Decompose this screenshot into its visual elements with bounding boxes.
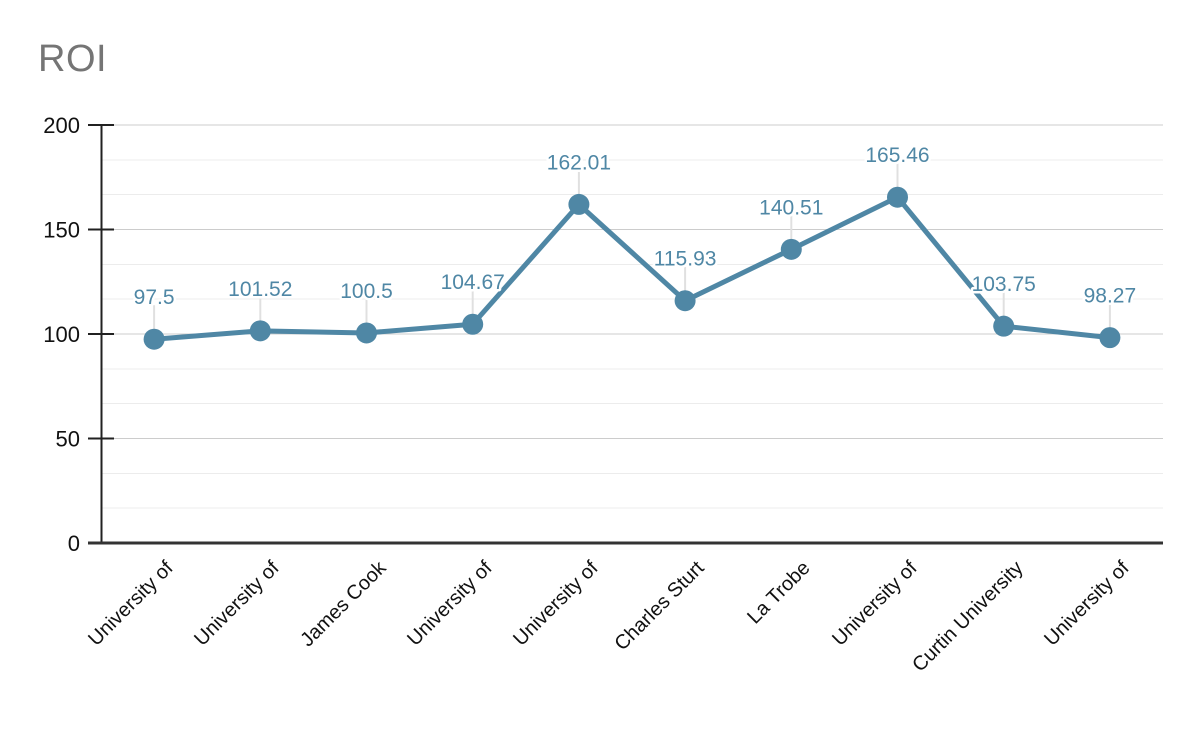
y-axis-tick-label: 200 <box>43 113 80 138</box>
chart-title: ROI <box>38 38 108 80</box>
data-point-label: 140.51 <box>759 196 823 219</box>
data-point-marker[interactable] <box>568 193 590 215</box>
data-point-label: 104.67 <box>441 271 505 294</box>
y-axis-tick-label: 100 <box>43 322 80 347</box>
data-point-label: 97.5 <box>134 286 175 309</box>
data-point-label: 162.01 <box>547 151 611 174</box>
data-point-label: 101.52 <box>228 278 292 301</box>
data-point-label: 165.46 <box>865 144 929 167</box>
y-axis-tick-label: 0 <box>68 531 80 556</box>
data-point-marker[interactable] <box>143 328 165 350</box>
data-point-label: 100.5 <box>340 280 393 303</box>
data-point-marker[interactable] <box>887 186 908 208</box>
data-point-marker[interactable] <box>1099 327 1121 349</box>
data-point-label: 115.93 <box>654 248 717 271</box>
data-point-marker[interactable] <box>993 315 1015 337</box>
data-point-marker[interactable] <box>674 290 696 312</box>
data-point-marker[interactable] <box>462 313 484 335</box>
data-point-label: 98.27 <box>1084 285 1137 308</box>
y-axis-tick-label: 150 <box>43 218 80 243</box>
data-point-label: 103.75 <box>972 273 1036 296</box>
data-point-marker[interactable] <box>780 238 802 260</box>
data-point-marker[interactable] <box>249 320 271 342</box>
series-line-roi <box>151 194 1113 342</box>
y-axis-tick-label: 50 <box>56 427 80 452</box>
data-point-marker[interactable] <box>356 322 377 344</box>
